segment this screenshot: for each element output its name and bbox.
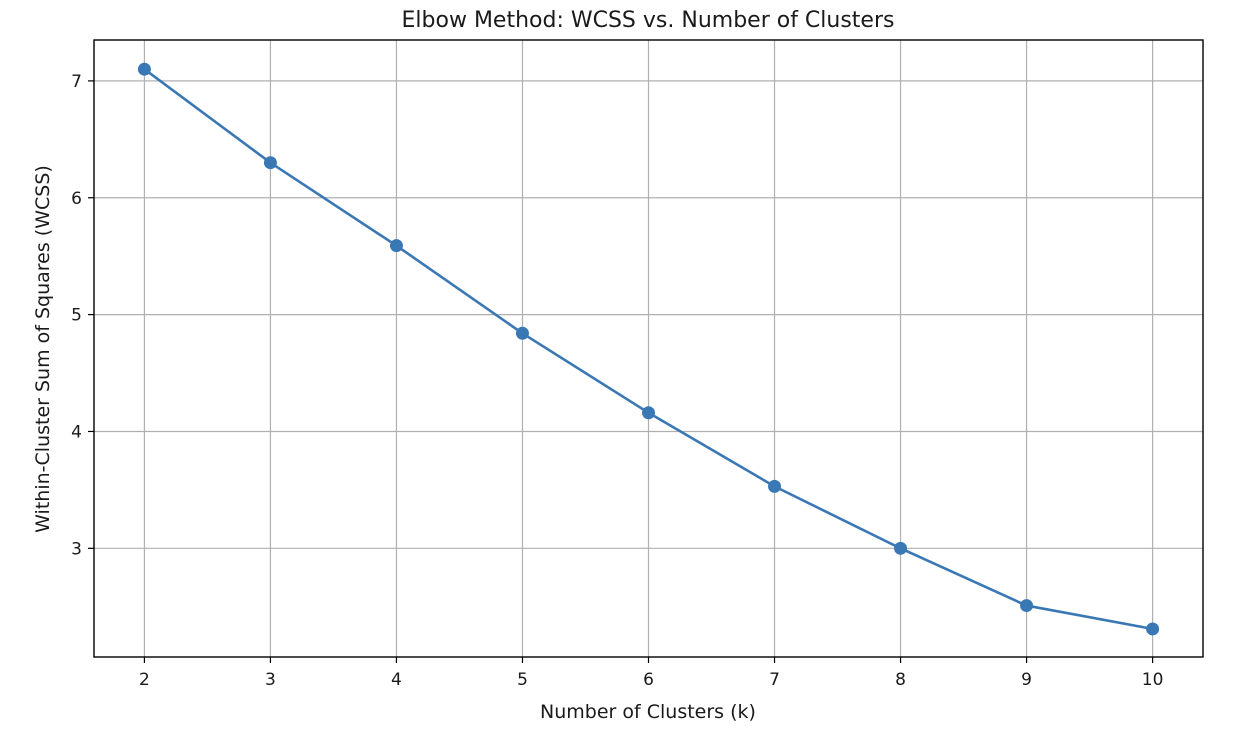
y-tick-label: 3 (71, 539, 82, 559)
data-point-marker (768, 479, 782, 493)
data-point-marker (137, 62, 151, 76)
y-tick-label: 4 (71, 422, 82, 442)
y-tick-label: 5 (71, 306, 82, 326)
x-tick-label: 4 (391, 670, 402, 690)
y-tick-label: 7 (71, 72, 82, 92)
x-axis-label: Number of Clusters (k) (540, 701, 756, 723)
chart-title: Elbow Method: WCSS vs. Number of Cluster… (402, 8, 895, 33)
x-tick-label: 3 (265, 670, 276, 690)
data-point-marker (894, 541, 908, 555)
y-tick-label: 6 (71, 189, 82, 209)
x-tick-label: 8 (895, 670, 906, 690)
x-tick-label: 6 (643, 670, 654, 690)
plot-area-frame (93, 39, 1204, 658)
x-tick-label: 7 (769, 670, 780, 690)
data-point-marker (1146, 622, 1160, 636)
series-layer (137, 62, 1160, 636)
data-point-marker (263, 156, 277, 170)
grid (94, 40, 1203, 657)
data-point-marker (1020, 599, 1034, 613)
x-tick-label: 10 (1142, 670, 1164, 690)
data-point-marker (642, 406, 655, 420)
x-tick-label: 9 (1021, 670, 1032, 690)
x-tick-label: 5 (517, 670, 528, 690)
x-tick-label: 2 (139, 670, 150, 690)
data-point-marker (389, 239, 403, 253)
axis-ticks: 2 3 4 5 6 7 8 9 10 3 4 5 6 7 (71, 72, 1163, 690)
data-point-marker (515, 326, 529, 340)
y-axis-label: Within-Cluster Sum of Squares (WCSS) (32, 165, 54, 533)
